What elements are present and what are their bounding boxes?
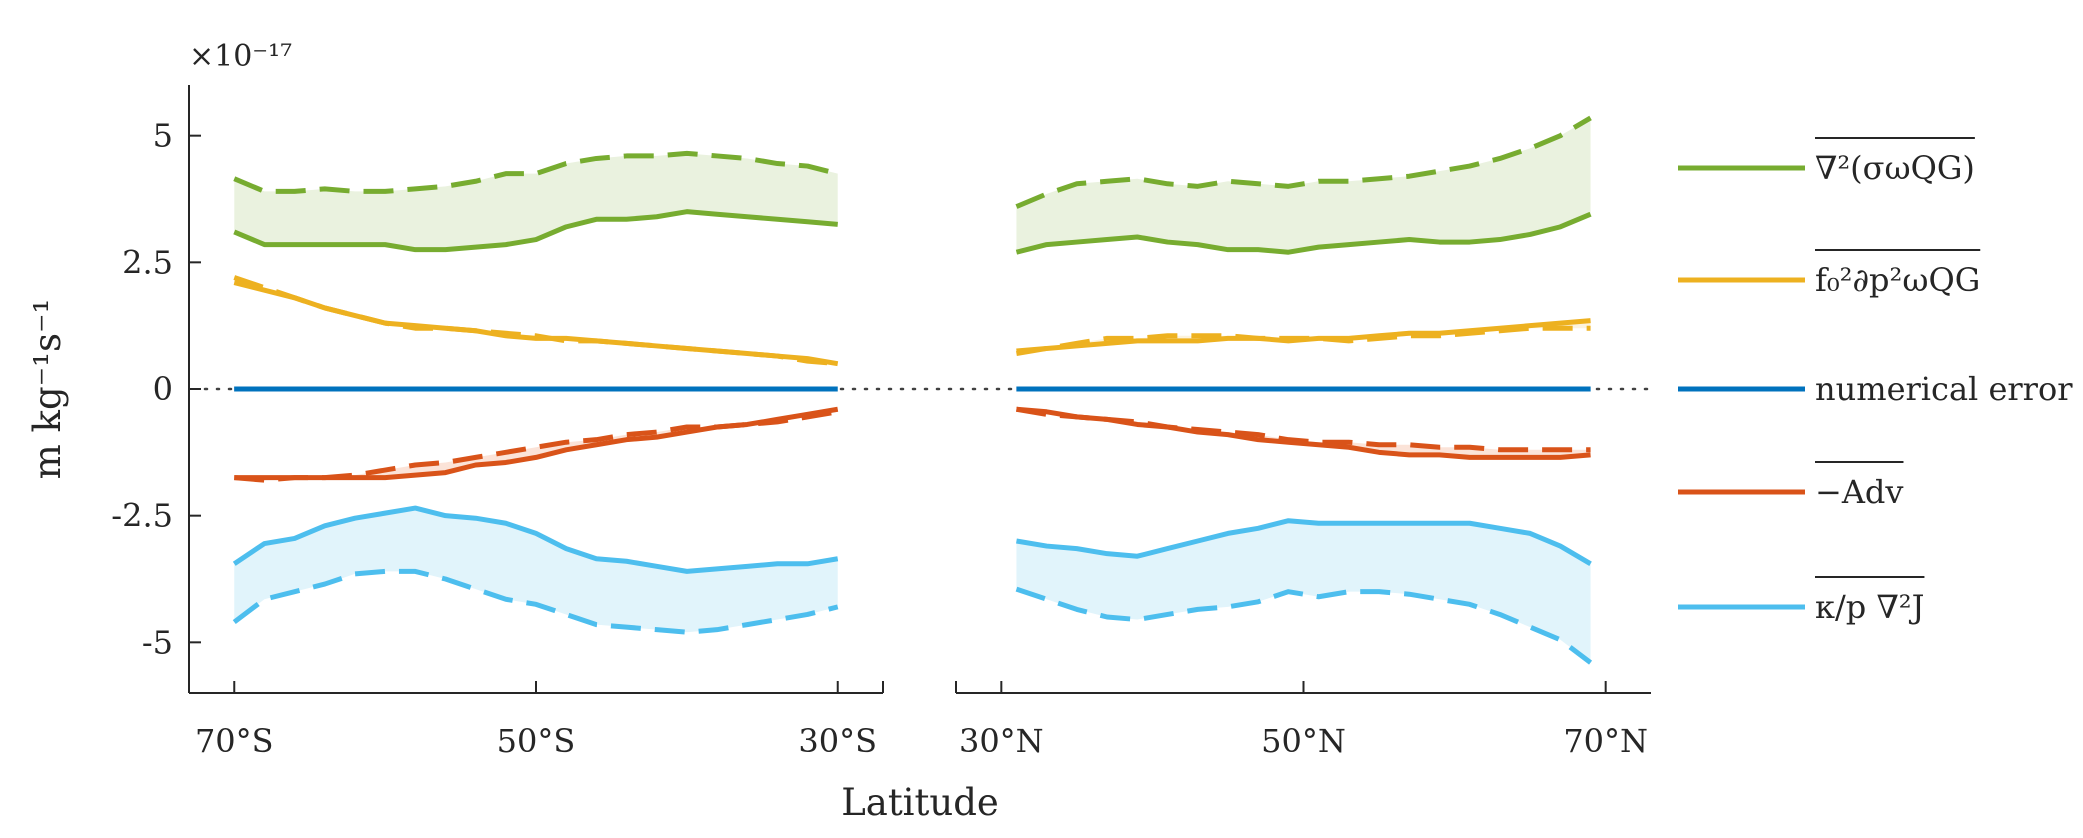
- x-tick-label: 50°S: [497, 722, 576, 760]
- legend-item-neg_adv: −Adv: [1678, 461, 1904, 511]
- y-tick-label: 0: [153, 370, 173, 408]
- legend-item-numerical_error: numerical error: [1678, 370, 2073, 408]
- line-solid-neg_adv: [1016, 406, 1591, 460]
- line-solid-neg_adv: [234, 406, 839, 481]
- y-axis-title: m kg⁻¹s⁻¹: [26, 299, 69, 480]
- line-dashed-kappa_lap_J: [232, 568, 839, 635]
- line-solid-lap_sigma_omega: [1015, 211, 1592, 255]
- line-solid-lap_sigma_omega: [233, 209, 838, 253]
- x-tick-label: 70°S: [195, 722, 274, 760]
- band-f0_dp2_omega: [234, 277, 838, 364]
- line-solid-f0_dp2_omega: [1016, 318, 1591, 356]
- y-tick-label: -2.5: [111, 497, 173, 535]
- line-solid-kappa_lap_J: [1016, 518, 1592, 566]
- legend-item-kappa_lap_J: κ/p ∇²J: [1678, 576, 1925, 626]
- x-tick-label: 30°S: [798, 722, 877, 760]
- y-tick-label: -5: [142, 623, 173, 661]
- line-solid-f0_dp2_omega: [233, 280, 839, 367]
- y-tick-label: 5: [153, 117, 173, 155]
- legend-label: −Adv: [1815, 473, 1903, 511]
- x-tick-label: 30°N: [959, 722, 1044, 760]
- legend-label: κ/p ∇²J: [1815, 588, 1924, 626]
- legend-item-f0_dp2_omega: f₀²∂p²ωQG: [1678, 249, 1981, 299]
- panel-north: 30°N 50°N 70°N: [955, 115, 1651, 760]
- band-kappa_lap_J: [1016, 520, 1591, 663]
- legend-item-lap_sigma_omega: ∇²(σωQG): [1678, 137, 1975, 187]
- y-scale-label: ×10⁻¹⁷: [189, 39, 292, 74]
- line-dashed-lap_sigma_omega: [1015, 115, 1592, 209]
- x-axis-title: Latitude: [841, 781, 999, 824]
- y-tick-label: 2.5: [122, 243, 173, 281]
- legend-label: numerical error: [1815, 370, 2073, 408]
- x-tick-label: 70°N: [1563, 722, 1648, 760]
- band-lap_sigma_omega: [234, 153, 838, 250]
- line-dashed-kappa_lap_J: [1015, 586, 1593, 665]
- band-kappa_lap_J: [234, 508, 838, 633]
- line-dashed-lap_sigma_omega: [233, 150, 839, 194]
- x-tick-label: 50°N: [1261, 722, 1346, 760]
- legend-label: ∇²(σωQG): [1815, 149, 1975, 187]
- line-dashed-f0_dp2_omega: [233, 275, 838, 367]
- band-neg_adv: [1016, 409, 1591, 458]
- band-neg_adv: [234, 409, 838, 481]
- panel-south: 70°S 50°S 30°S: [189, 150, 884, 760]
- legend-label: f₀²∂p²ωQG: [1815, 261, 1980, 299]
- line-solid-kappa_lap_J: [232, 505, 839, 574]
